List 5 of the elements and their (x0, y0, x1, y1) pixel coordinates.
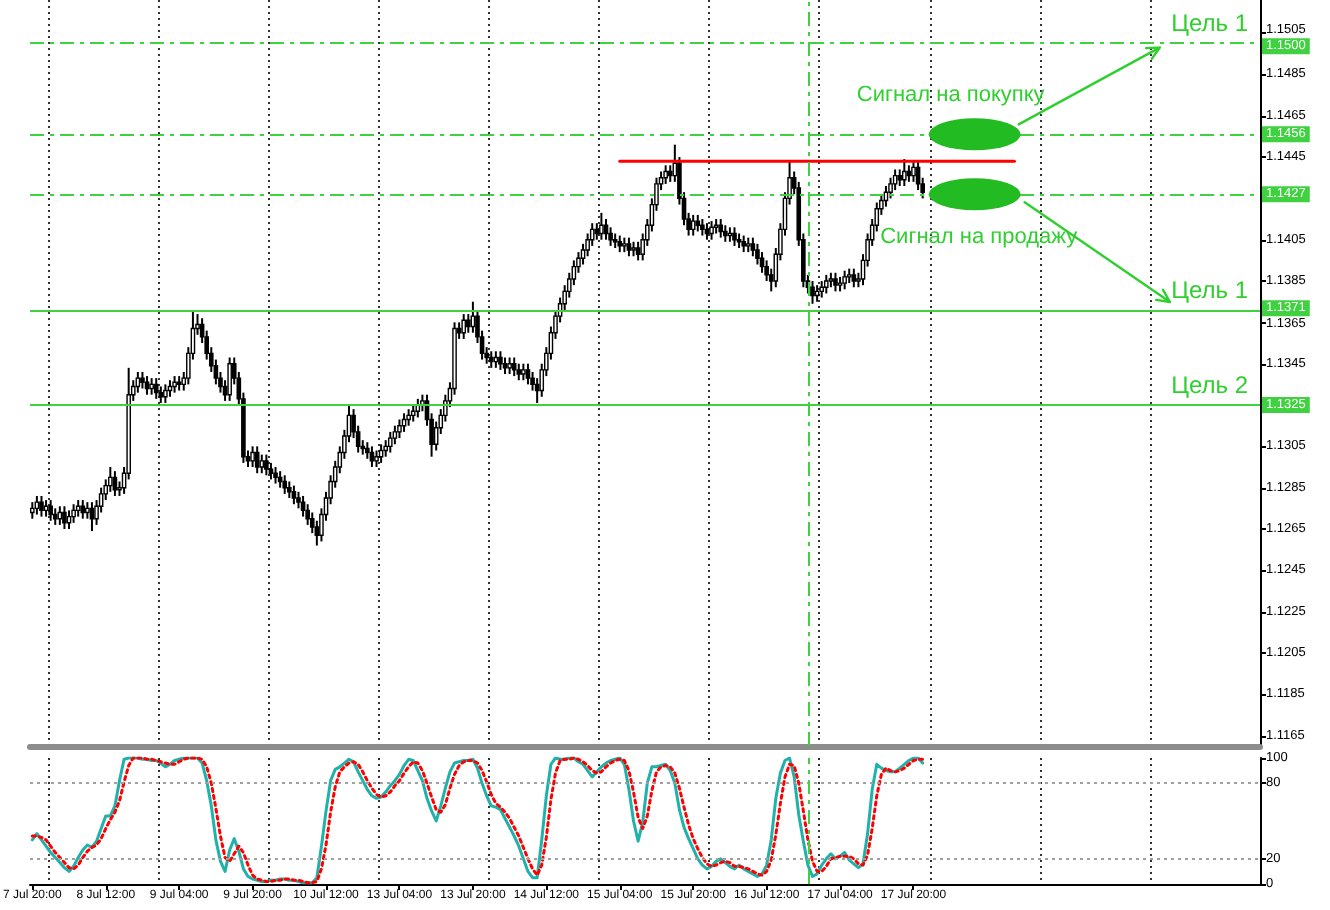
annotation: Сигнал на продажу (880, 225, 1079, 250)
annotation: Цель 1 (1171, 275, 1249, 304)
annotation: Цель 2 (1171, 371, 1249, 400)
annotation: Цель 1 (1171, 9, 1249, 38)
annotation: Сигнал на покупку (856, 83, 1046, 108)
